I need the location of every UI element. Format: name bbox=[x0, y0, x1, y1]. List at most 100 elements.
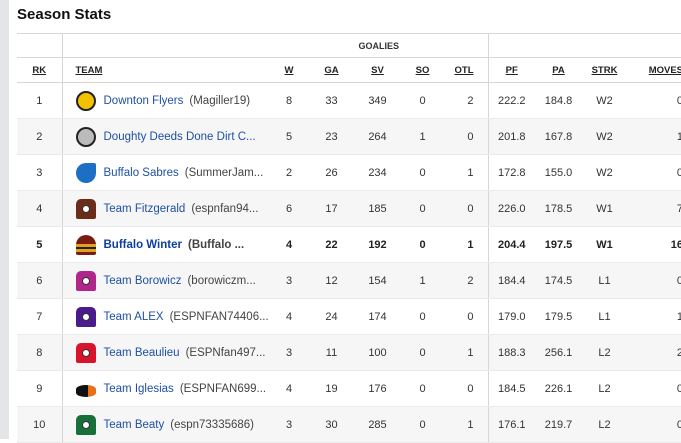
otl-cell: 0 bbox=[445, 190, 488, 227]
pa-cell: 219.7 bbox=[535, 406, 582, 443]
smiley-face-team-logo-icon[interactable] bbox=[75, 90, 96, 111]
column-header-strk[interactable]: STRK bbox=[582, 57, 627, 83]
team-name-link[interactable]: Downton Flyers bbox=[103, 94, 184, 107]
column-header-label: GA bbox=[324, 64, 339, 76]
team-name-link[interactable]: Team Beaulieu bbox=[103, 346, 180, 359]
table-row: 1 Downton Flyers (Magiller19) 8 33 349 0 2 222.2… bbox=[17, 82, 681, 119]
team-name-link[interactable]: Team Borowicz bbox=[103, 274, 182, 287]
goalie-mask-team-logo-icon[interactable] bbox=[75, 126, 96, 147]
moves-cell: 0 bbox=[627, 82, 681, 119]
column-header-w[interactable]: W bbox=[270, 57, 308, 83]
table-row: 8 Team Beaulieu (ESPNfan497... 3 11 100 0 1 188.… bbox=[17, 334, 681, 371]
column-header-team[interactable]: TEAM bbox=[61, 57, 270, 83]
sv-cell: 234 bbox=[355, 154, 400, 191]
so-cell: 0 bbox=[400, 82, 445, 119]
w-cell: 6 bbox=[270, 190, 308, 227]
ga-cell: 23 bbox=[308, 118, 355, 155]
moves-cell: 0 bbox=[627, 154, 681, 191]
page-title: Season Stats bbox=[17, 6, 112, 23]
pa-cell: 155.0 bbox=[535, 154, 582, 191]
so-cell: 1 bbox=[400, 118, 445, 155]
rank-cell: 10 bbox=[17, 406, 62, 443]
streak-cell: W2 bbox=[582, 118, 627, 155]
ga-cell: 17 bbox=[308, 190, 355, 227]
rank-cell: 4 bbox=[17, 190, 62, 227]
jersey-team-logo-icon[interactable] bbox=[75, 270, 96, 291]
ga-cell: 22 bbox=[308, 226, 355, 263]
sv-cell: 285 bbox=[355, 406, 400, 443]
owner-name: (ESPNFAN699... bbox=[179, 382, 267, 395]
team-name-link[interactable]: Doughty Deeds Done Dirt C... bbox=[103, 130, 256, 143]
pf-cell: 226.0 bbox=[487, 190, 535, 227]
streak-cell: L2 bbox=[582, 334, 627, 371]
column-header-rk[interactable]: RK bbox=[17, 57, 62, 83]
column-header-ga[interactable]: GA bbox=[308, 57, 355, 83]
column-header-label: PF bbox=[505, 64, 518, 76]
winter-hat-team-logo-icon[interactable] bbox=[75, 234, 96, 255]
table-row: 3 Buffalo Sabres (SummerJam... 2 26 234 0 1 172.… bbox=[17, 154, 681, 191]
team-name-link[interactable]: Team Fitzgerald bbox=[103, 202, 186, 215]
team-cell: Buffalo Winter (Buffalo ... bbox=[63, 234, 270, 255]
team-name-link[interactable]: Team Beaty bbox=[103, 418, 165, 431]
otl-cell: 1 bbox=[445, 406, 488, 443]
pf-cell: 201.8 bbox=[487, 118, 535, 155]
sabres-team-logo-icon[interactable] bbox=[75, 162, 96, 183]
column-header-pa[interactable]: PA bbox=[535, 57, 582, 83]
team-cell: Doughty Deeds Done Dirt C... bbox=[63, 126, 270, 147]
table-row: 7 Team ALEX (ESPNFAN74406... 4 24 174 0 0 179.0 1… bbox=[17, 298, 681, 335]
column-header-moves[interactable]: MOVES bbox=[627, 57, 681, 83]
team-name-link[interactable]: Buffalo Sabres bbox=[103, 166, 179, 179]
otl-cell: 0 bbox=[445, 370, 488, 407]
owner-name: (Buffalo ... bbox=[187, 238, 245, 251]
so-cell: 0 bbox=[400, 298, 445, 335]
otl-cell: 1 bbox=[445, 334, 488, 371]
column-header-so[interactable]: SO bbox=[400, 57, 445, 83]
column-header-label: W bbox=[284, 64, 294, 76]
so-cell: 0 bbox=[400, 406, 445, 443]
streak-cell: W1 bbox=[582, 226, 627, 263]
team-cell: Team Iglesias (ESPNFAN699... bbox=[63, 381, 270, 397]
jersey-team-logo-icon[interactable] bbox=[75, 306, 96, 327]
streak-cell: W2 bbox=[582, 82, 627, 119]
rank-cell: 9 bbox=[17, 370, 62, 407]
streak-cell: L1 bbox=[582, 262, 627, 299]
jersey-team-logo-icon[interactable] bbox=[75, 198, 96, 219]
moves-cell: 1 bbox=[627, 118, 681, 155]
team-cell: Team ALEX (ESPNFAN74406... bbox=[63, 306, 270, 327]
pf-cell: 184.5 bbox=[487, 370, 535, 407]
owner-name: (borowiczm... bbox=[187, 274, 256, 287]
streak-cell: W1 bbox=[582, 190, 627, 227]
moves-cell: 1 bbox=[627, 298, 681, 335]
sv-cell: 185 bbox=[355, 190, 400, 227]
owner-name: (ESPNfan497... bbox=[185, 346, 266, 359]
column-header-pf[interactable]: PF bbox=[487, 57, 535, 83]
rank-cell: 5 bbox=[17, 226, 62, 263]
otl-cell: 1 bbox=[445, 154, 488, 191]
streak-cell: L2 bbox=[582, 406, 627, 443]
team-name-link[interactable]: Buffalo Winter bbox=[103, 238, 182, 251]
otl-cell: 1 bbox=[445, 226, 488, 263]
team-cell: Team Borowicz (borowiczm... bbox=[63, 270, 270, 291]
jersey-team-logo-icon[interactable] bbox=[75, 342, 96, 363]
otl-cell: 0 bbox=[445, 298, 488, 335]
jersey-team-logo-icon[interactable] bbox=[75, 414, 96, 435]
column-header-otl[interactable]: OTL bbox=[445, 57, 488, 83]
w-cell: 8 bbox=[270, 82, 308, 119]
sv-cell: 174 bbox=[355, 298, 400, 335]
pf-cell: 172.8 bbox=[487, 154, 535, 191]
flaming-puck-team-logo-icon[interactable] bbox=[75, 384, 96, 397]
group-blank bbox=[61, 33, 270, 58]
moves-cell: 0 bbox=[627, 406, 681, 443]
column-header-sv[interactable]: SV bbox=[355, 57, 400, 83]
w-cell: 4 bbox=[270, 370, 308, 407]
owner-name: (ESPNFAN74406... bbox=[169, 310, 269, 323]
w-cell: 3 bbox=[270, 262, 308, 299]
rank-cell: 6 bbox=[17, 262, 62, 299]
so-cell: 1 bbox=[400, 262, 445, 299]
pa-cell: 178.5 bbox=[535, 190, 582, 227]
so-cell: 0 bbox=[400, 226, 445, 263]
team-name-link[interactable]: Team Iglesias bbox=[103, 382, 174, 395]
rank-cell: 7 bbox=[17, 298, 62, 335]
table-row: 9 Team Iglesias (ESPNFAN699... 4 19 176 0 0 184.… bbox=[17, 370, 681, 407]
team-name-link[interactable]: Team ALEX bbox=[103, 310, 164, 323]
